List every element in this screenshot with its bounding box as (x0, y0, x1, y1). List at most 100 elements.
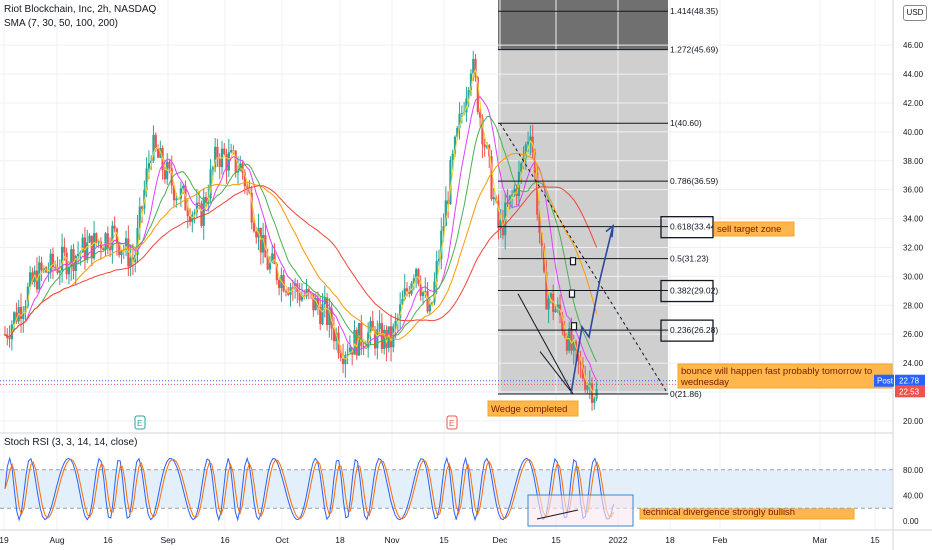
candle-body (451, 153, 454, 161)
candle-body (273, 253, 276, 265)
candle-body (492, 197, 495, 200)
candle-body (549, 293, 553, 299)
annotation-text: wednesday (680, 377, 729, 388)
candle-body (202, 197, 205, 226)
earnings-marker-label: E (137, 419, 142, 428)
fib-label-box (660, 216, 714, 239)
candle-body (556, 304, 559, 310)
candle-body (476, 77, 479, 113)
fib-label-box (660, 319, 714, 342)
symbol-title[interactable]: Riot Blockchain, Inc, 2h, NASDAQ (4, 4, 157, 15)
candle-body (305, 289, 308, 297)
annotation-box (713, 221, 795, 237)
sma-100-line (4, 152, 598, 341)
price-tick-label: 24.00 (903, 359, 924, 368)
candle-body (216, 146, 219, 159)
candle-body (282, 275, 285, 292)
candle-body (13, 312, 16, 325)
candle-body (108, 248, 112, 251)
candle-body (540, 232, 543, 246)
candle-body (72, 249, 75, 271)
candle-body (88, 235, 91, 243)
candle-body (76, 254, 80, 256)
candle-body (102, 248, 105, 251)
candle-body (449, 160, 452, 205)
candle-body (348, 347, 352, 354)
stoch-rsi-label[interactable]: Stoch RSI (3, 3, 14, 14, close) (4, 437, 138, 448)
candle-body (481, 117, 484, 145)
candle-body (499, 220, 502, 228)
candle-body (479, 112, 482, 118)
candle-body (341, 357, 345, 365)
price-tag-close (895, 385, 925, 398)
candle-body (58, 270, 61, 273)
candle-body (490, 156, 493, 200)
candle-body (86, 242, 89, 260)
candle-body (394, 320, 397, 327)
candle-body (255, 231, 258, 238)
candle-body (465, 98, 468, 113)
candle-body (520, 163, 523, 172)
price-tick-label: 32.00 (903, 243, 924, 252)
price-tick-label: 34.00 (903, 215, 924, 224)
target-marker (568, 289, 576, 298)
post-tag-bg (874, 374, 894, 387)
candle-body (24, 306, 27, 313)
candle-body (214, 146, 217, 168)
candle-body (367, 332, 370, 348)
divergence-line (536, 509, 579, 520)
candle-body (234, 150, 237, 173)
candle-body (246, 186, 249, 188)
sma-indicator-label[interactable]: SMA (7, 30, 50, 100, 200) (4, 18, 118, 29)
candle-body (278, 280, 281, 289)
candle-body (497, 200, 500, 228)
sma-50-line (4, 115, 598, 363)
sma-30-line (4, 96, 598, 381)
candle-body (47, 272, 50, 274)
time-tick-label: Oct (275, 535, 289, 545)
currency-badge[interactable]: USD (903, 5, 927, 21)
candle-body (198, 202, 201, 204)
candle-body (526, 141, 530, 145)
target-marker (570, 322, 578, 331)
rsi-tick-label: 0.00 (903, 517, 919, 526)
post-tag-label: Post (877, 377, 894, 386)
candle-body (554, 309, 557, 313)
time-tick-label: 19 (0, 535, 9, 545)
candle-body (170, 168, 173, 186)
stoch-rsi-pane (0, 432, 893, 527)
candle-body (95, 233, 98, 243)
price-tick-label: 46.00 (903, 41, 924, 50)
candle-body (579, 361, 582, 365)
candle-body (344, 354, 347, 365)
candle-body (136, 228, 139, 256)
candle-body (508, 195, 511, 205)
candle-body (204, 197, 208, 203)
candle-body (38, 262, 41, 290)
candle-body (184, 186, 187, 211)
time-tick-label: Aug (49, 535, 64, 545)
price-tick-label: 36.00 (903, 186, 924, 195)
time-tick-label: 15 (870, 535, 880, 545)
sma-200-line (4, 185, 598, 338)
candle-body (421, 292, 425, 296)
candle-body (524, 144, 527, 158)
price-tick-label: 30.00 (903, 272, 924, 281)
candle-body (266, 257, 269, 270)
candle-body (8, 338, 11, 340)
candle-body (431, 302, 434, 305)
candle-body (243, 172, 246, 187)
stoch-k-line (4, 456, 615, 522)
candle-body (182, 186, 185, 189)
candle-body (259, 227, 262, 253)
wedge-lower (539, 351, 574, 395)
candle-body (29, 272, 32, 287)
candle-body (440, 230, 443, 260)
candle-body (339, 353, 342, 358)
candle-body (593, 398, 596, 403)
candle-body (565, 336, 569, 351)
annotation-text: Wedge completed (491, 404, 567, 415)
candle-body (188, 216, 192, 222)
candle-body (424, 291, 427, 293)
